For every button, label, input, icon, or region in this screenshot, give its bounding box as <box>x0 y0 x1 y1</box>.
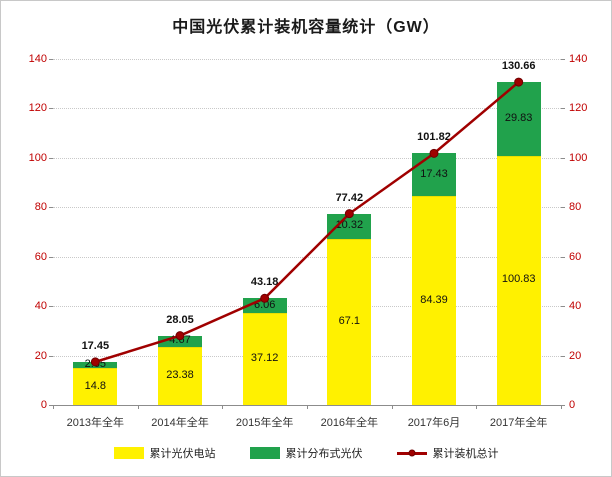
total-value-label: 43.18 <box>250 276 279 289</box>
y-axis-tick-label-left: 60 <box>34 250 47 263</box>
y-axis-tick-left <box>49 157 53 159</box>
y-axis-tick-left <box>49 405 53 406</box>
x-axis-tick <box>222 405 224 409</box>
y-axis-tick-left <box>49 108 53 110</box>
x-axis-category-label: 2015年全年 <box>235 417 294 429</box>
y-axis-tick-right <box>561 157 565 159</box>
y-axis-tick-label-left: 40 <box>34 300 47 313</box>
y-axis-tick-label-right: 80 <box>569 201 582 214</box>
legend-line-marker <box>408 449 415 457</box>
bar-pv-station <box>73 368 118 405</box>
x-axis-tick <box>307 405 308 409</box>
x-axis-tick <box>391 405 393 409</box>
y-axis-tick-right <box>561 256 565 258</box>
y-axis-tick-label-right: 20 <box>569 349 582 362</box>
y-axis-tick-right <box>561 59 565 60</box>
bar-value-label-distributed-pv: 2.65 <box>84 358 107 371</box>
legend-color-swatch <box>113 447 144 459</box>
x-axis-tick <box>476 405 478 409</box>
bar-value-label-pv-station: 23.38 <box>166 369 194 382</box>
bar-value-label-distributed-pv: 6.06 <box>253 298 276 311</box>
x-axis-tick <box>561 405 562 409</box>
x-axis-category-label: 2014年全年 <box>151 417 209 429</box>
y-axis-tick-label-left: 0 <box>40 399 47 411</box>
y-axis-tick-right <box>561 207 565 209</box>
x-axis-category-label: 2017年6月 <box>407 417 461 429</box>
y-axis-tick-right <box>561 405 565 406</box>
bar-value-label-distributed-pv: 29.83 <box>504 111 533 124</box>
y-axis-tick-label-left: 80 <box>34 201 47 214</box>
total-value-label: 77.42 <box>335 191 364 204</box>
x-axis-tick <box>137 405 139 409</box>
bar-value-label-pv-station: 100.83 <box>501 273 536 286</box>
bar-value-label-distributed-pv: 17.43 <box>420 167 448 180</box>
chart-legend: 累计光伏电站 累计分布式光伏 累计装机总计 <box>1 445 611 461</box>
legend-item: 累计装机总计 <box>396 445 499 461</box>
legend-label: 累计装机总计 <box>432 448 499 460</box>
chart-title: 中国光伏累计装机容量统计（GW） <box>172 19 440 36</box>
gridline <box>53 59 561 60</box>
y-axis-tick-label-right: 0 <box>569 399 576 411</box>
gridline <box>53 306 561 308</box>
x-axis-category-label: 2016年全年 <box>320 417 379 429</box>
gridline <box>53 108 561 110</box>
y-axis-tick-label-right: 100 <box>569 151 588 164</box>
total-value-label: 101.82 <box>417 131 451 144</box>
total-value-label: 28.05 <box>166 313 194 326</box>
x-axis-category-label: 2017年全年 <box>489 417 548 429</box>
legend-label: 累计分布式光伏 <box>285 448 363 460</box>
y-axis-tick-label-right: 40 <box>569 300 582 313</box>
y-axis-tick-right <box>561 108 565 110</box>
y-axis-tick-left <box>49 355 53 357</box>
gridline <box>53 256 561 258</box>
legend-color-swatch <box>249 447 280 459</box>
legend-line-swatch <box>396 448 427 458</box>
y-axis-tick-label-right: 140 <box>569 53 588 65</box>
y-axis-tick-left <box>49 256 53 258</box>
y-axis-tick-right <box>561 355 565 357</box>
legend-label: 累计光伏电站 <box>149 448 216 460</box>
y-axis-tick-label-left: 20 <box>34 349 47 362</box>
y-axis-tick-left <box>49 306 53 308</box>
bar-value-label-pv-station: 37.12 <box>250 352 279 365</box>
y-axis-tick-right <box>561 306 565 308</box>
y-axis-tick-label-left: 100 <box>28 151 47 164</box>
gridline <box>53 355 561 357</box>
y-axis-tick-label-right: 60 <box>569 250 582 263</box>
y-axis-tick-label-left: 140 <box>28 53 47 65</box>
bar-value-label-pv-station: 84.39 <box>420 293 448 306</box>
y-axis-tick-label-left: 120 <box>28 102 47 115</box>
total-value-label: 17.45 <box>81 339 110 352</box>
legend-item: 累计分布式光伏 <box>249 445 363 461</box>
y-axis-tick-label-right: 120 <box>569 102 588 115</box>
bar-value-label-pv-station: 14.8 <box>84 379 107 392</box>
total-value-label: 130.66 <box>501 60 536 73</box>
y-axis-tick-left <box>49 207 53 209</box>
legend-item: 累计光伏电站 <box>113 445 216 461</box>
y-axis-tick-left <box>49 59 53 60</box>
x-axis-tick <box>53 405 54 409</box>
x-axis-category-label: 2013年全年 <box>66 417 125 429</box>
bar-value-label-distributed-pv: 4.67 <box>169 334 191 347</box>
gridline <box>53 157 561 159</box>
gridline <box>53 207 561 209</box>
bar-value-label-distributed-pv: 10.32 <box>335 219 364 232</box>
bar-value-label-pv-station: 67.1 <box>338 315 361 328</box>
